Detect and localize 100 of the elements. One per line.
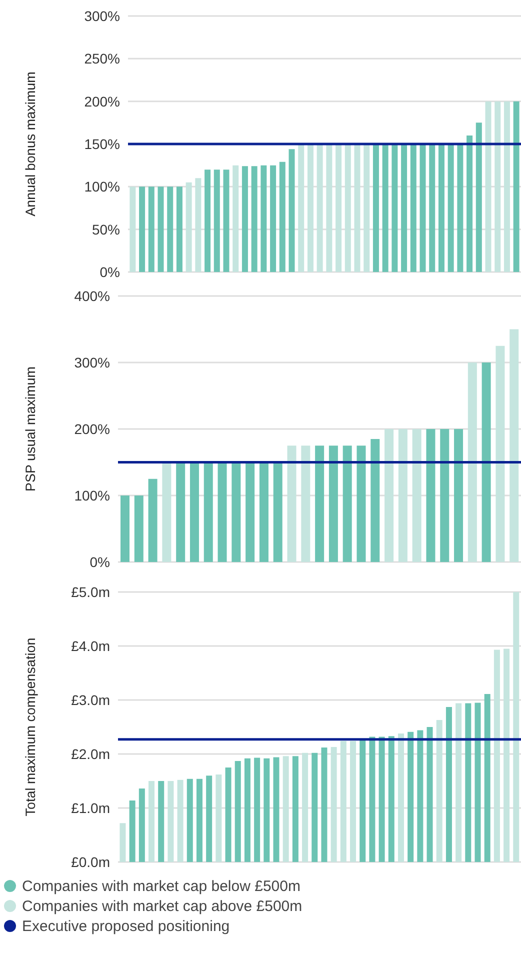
bar <box>513 592 520 862</box>
bar <box>139 186 146 272</box>
y-tick-label: £5.0m <box>71 584 110 600</box>
y-tick-label: 200% <box>74 420 110 437</box>
bar <box>436 720 442 862</box>
bar <box>398 429 408 562</box>
bar <box>225 768 232 862</box>
bar <box>312 752 318 862</box>
bar <box>382 144 388 272</box>
bar <box>456 703 462 862</box>
bar <box>196 778 202 862</box>
bar <box>448 144 454 272</box>
legend-label: Companies with market cap above £500m <box>22 898 302 914</box>
bar <box>330 746 337 862</box>
bar <box>344 144 351 272</box>
bar <box>326 144 332 272</box>
bar <box>315 446 324 562</box>
bar <box>259 462 268 562</box>
bar <box>264 758 270 862</box>
bar <box>360 740 366 862</box>
bar <box>369 736 376 862</box>
bar <box>162 462 172 562</box>
bar <box>372 144 379 272</box>
y-tick-label: £4.0m <box>71 638 110 654</box>
bar <box>216 774 222 862</box>
bar <box>204 462 213 562</box>
bar <box>440 429 450 562</box>
bar <box>392 144 398 272</box>
bar <box>494 101 501 272</box>
bar <box>476 122 482 272</box>
y-tick-label: 0% <box>100 264 120 280</box>
bar <box>190 462 199 562</box>
bar <box>513 101 520 272</box>
bar <box>176 462 186 562</box>
bar <box>426 727 433 862</box>
bar <box>446 707 452 862</box>
bar <box>234 761 241 862</box>
y-tick-label: 250% <box>84 50 120 67</box>
bar <box>130 186 136 272</box>
bar <box>273 462 282 562</box>
bar <box>378 736 385 862</box>
bar <box>408 732 414 862</box>
bar <box>482 362 491 562</box>
y-axis-title: PSP usual maximum <box>22 366 38 492</box>
bar <box>340 741 346 862</box>
bar <box>457 144 464 272</box>
y-tick-label: 150% <box>84 136 120 152</box>
bar <box>176 186 182 272</box>
y-tick-label: 100% <box>84 178 120 195</box>
bar <box>454 429 464 562</box>
bar <box>134 496 144 562</box>
bar <box>417 730 424 862</box>
y-tick-label: 200% <box>84 93 120 110</box>
bar <box>288 149 295 272</box>
y-tick-label: 300% <box>74 354 110 370</box>
bar <box>307 144 314 272</box>
bar <box>485 101 492 272</box>
bar <box>270 165 276 272</box>
y-tick-label: 300% <box>84 8 120 24</box>
bar <box>195 178 202 272</box>
bar <box>504 101 510 272</box>
bar <box>356 446 366 562</box>
bar <box>426 429 436 562</box>
bar <box>204 170 211 272</box>
bar <box>496 346 505 562</box>
bar <box>401 144 408 272</box>
bar <box>510 329 519 562</box>
bar <box>429 144 436 272</box>
y-tick-label: £2.0m <box>71 746 110 762</box>
bar <box>301 446 310 562</box>
bar <box>466 135 473 272</box>
bar <box>244 758 250 862</box>
legend-label: Companies with market cap below £500m <box>22 878 300 894</box>
bar <box>287 446 296 562</box>
y-tick-label: £1.0m <box>71 800 110 816</box>
bar <box>148 478 158 562</box>
bar <box>342 446 352 562</box>
y-axis-title: Annual bonus maximum <box>22 72 38 216</box>
bar <box>292 756 298 862</box>
bar <box>321 748 328 862</box>
bar <box>120 496 130 562</box>
bar <box>214 170 220 272</box>
bar <box>186 182 192 272</box>
bar <box>350 741 356 862</box>
bar <box>364 144 370 272</box>
bar <box>282 756 289 862</box>
bar <box>129 800 136 862</box>
bar <box>246 462 255 562</box>
bar <box>465 703 472 862</box>
bar <box>218 462 227 562</box>
bar <box>148 186 154 272</box>
bar <box>158 781 164 862</box>
legend-label: Executive proposed positioning <box>22 918 230 934</box>
bar <box>167 186 174 272</box>
bar <box>504 648 510 862</box>
bar <box>410 144 416 272</box>
y-axis-title: Total maximum compensation <box>22 638 38 816</box>
bar <box>251 166 258 272</box>
bar <box>438 144 444 272</box>
bar <box>168 781 174 862</box>
